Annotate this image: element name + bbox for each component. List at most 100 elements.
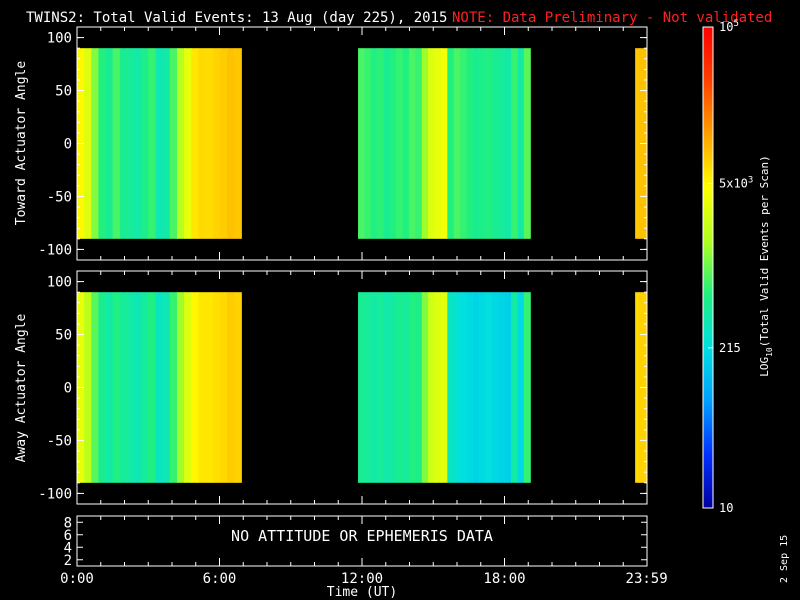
heatmap-column (377, 48, 385, 239)
heatmap-column (460, 292, 468, 483)
heatmap-column (389, 292, 397, 483)
heatmap-column (511, 48, 519, 239)
heatmap-column (141, 48, 150, 239)
heatmap-column (358, 48, 366, 239)
heatmap-column (466, 292, 474, 483)
heatmap-column (84, 48, 92, 239)
y-tick-label: 50 (55, 328, 72, 344)
heatmap-column (84, 292, 92, 483)
heatmap-column (485, 292, 493, 483)
heatmap-column (523, 292, 531, 483)
ylabel-away: Away Actuator Angle (14, 313, 29, 462)
heatmap-column (383, 48, 391, 239)
heatmap-column (112, 48, 121, 239)
heatmap-column (358, 292, 366, 483)
xlabel: Time (UT) (327, 585, 397, 600)
heatmap-column (517, 292, 525, 483)
plot-title: TWINS2: Total Valid Events: 13 Aug (day … (26, 10, 447, 26)
heatmap-column (205, 48, 214, 239)
heatmap-column (491, 292, 499, 483)
heatmap-column (504, 292, 512, 483)
heatmap-column (409, 292, 417, 483)
heatmap-column (453, 48, 461, 239)
heatmap-column (364, 48, 372, 239)
heatmap-column (212, 292, 221, 483)
preliminary-note: NOTE: Data Preliminary - Not validated (452, 10, 772, 26)
heatmap-column (198, 292, 207, 483)
x-tick-label: 6:00 (203, 571, 237, 587)
x-tick-label: 12:00 (341, 571, 383, 587)
colorbar-tick-label: 105 (719, 19, 739, 34)
heatmap-column (119, 48, 128, 239)
no-data-message: NO ATTITUDE OR EPHEMERIS DATA (231, 527, 493, 545)
heatmap-column (105, 48, 114, 239)
heatmap-column (396, 48, 404, 239)
heatmap-column (447, 292, 455, 483)
heatmap-column (98, 48, 107, 239)
heatmap-column (126, 292, 135, 483)
x-tick-label: 23:59 (626, 571, 668, 587)
heatmap-column (479, 48, 487, 239)
heatmap-column (421, 48, 429, 239)
y-tick-label: -100 (38, 242, 72, 258)
heatmap-column (364, 292, 372, 483)
y-tick-label: -50 (47, 189, 72, 205)
heatmap-column (219, 292, 228, 483)
heatmap-column (440, 48, 448, 239)
y-tick-label: 6 (64, 528, 72, 544)
heatmap-column (212, 48, 221, 239)
colorbar-gradient (702, 26, 714, 509)
heatmap-column (205, 292, 214, 483)
heatmap-column (226, 48, 235, 239)
y-tick-label: 100 (47, 275, 72, 291)
heatmap-column (176, 292, 185, 483)
heatmap-column (453, 292, 461, 483)
heatmap-column (176, 48, 185, 239)
colorbar-tick-label: 5x103 (719, 175, 753, 190)
heatmap-column (511, 292, 519, 483)
date-stamp: 2 Sep 15 (779, 535, 790, 583)
heatmap-column (402, 292, 410, 483)
heatmap-column (184, 48, 192, 239)
heatmap-column (389, 48, 397, 239)
heatmap-column (134, 292, 142, 483)
y-tick-label: 8 (64, 515, 72, 531)
heatmap-column (169, 292, 178, 483)
heatmap-column (234, 48, 242, 239)
heatmap-column (498, 292, 506, 483)
y-tick-label: 0 (64, 381, 72, 397)
heatmap-column (112, 292, 121, 483)
heatmap-column (479, 292, 487, 483)
heatmap-column (234, 292, 242, 483)
heatmap-column (415, 48, 423, 239)
heatmap-column (498, 48, 506, 239)
heatmap-column (119, 292, 128, 483)
heatmap-column (428, 292, 436, 483)
heatmap-column (191, 292, 200, 483)
heatmap-column (155, 48, 164, 239)
heatmap-column (517, 48, 525, 239)
y-tick-label: 2 (64, 553, 72, 569)
heatmap-column (635, 292, 640, 483)
heatmap-column (440, 292, 448, 483)
heatmap-column (198, 48, 207, 239)
heatmap-column (91, 48, 100, 239)
heatmap-column (226, 292, 235, 483)
heatmap-column (191, 48, 200, 239)
heatmap-column (162, 292, 171, 483)
heatmap-column (421, 292, 429, 483)
heatmap-column (409, 48, 417, 239)
heatmap-column (447, 48, 455, 239)
heatmap-column (434, 48, 442, 239)
heatmap-column (155, 292, 164, 483)
heatmap-column (383, 292, 391, 483)
heatmap-column (370, 48, 378, 239)
colorbar-tick-label: 10 (719, 501, 733, 515)
heatmap-column (472, 292, 480, 483)
colorbar-label: LOG10(Total Valid Events per Scan) (758, 155, 774, 377)
heatmap-column (428, 48, 436, 239)
heatmap-column (523, 48, 531, 239)
x-tick-label: 18:00 (483, 571, 525, 587)
